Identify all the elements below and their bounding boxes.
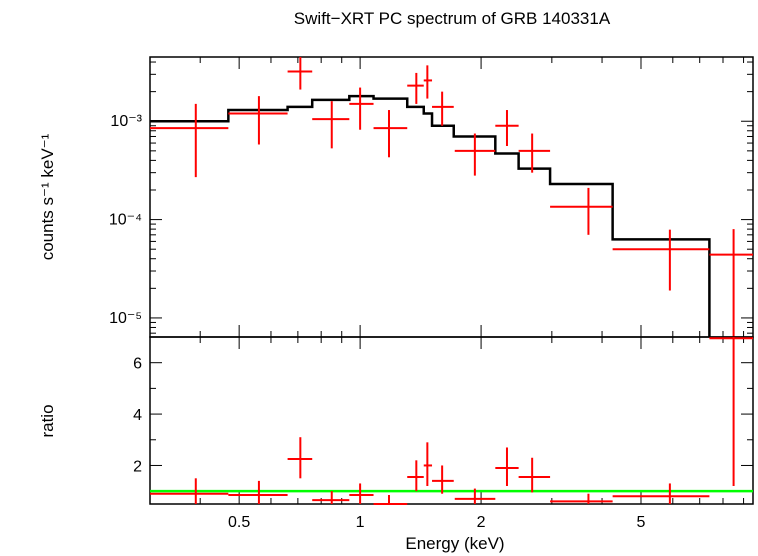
data-point (349, 483, 374, 504)
spectrum-axis-ticks (149, 57, 753, 337)
data-point (373, 110, 408, 158)
data-point (373, 495, 408, 505)
ratio-axis-ticks (149, 336, 753, 504)
data-point (312, 491, 350, 504)
x-tick-label: 5 (637, 514, 646, 531)
data-point (454, 488, 496, 504)
data-point (550, 187, 613, 235)
y-tick-label: 10⁻⁴ (109, 212, 142, 229)
data-point (423, 442, 433, 487)
x-tick-label: 2 (477, 514, 486, 531)
data-point (518, 133, 551, 173)
data-point (349, 87, 374, 130)
y-tick-label: 4 (133, 407, 142, 424)
data-point (612, 483, 710, 504)
ratio-data-points (150, 337, 753, 505)
data-point (495, 110, 519, 147)
data-point (432, 91, 454, 126)
spectrum-panel-frame (149, 56, 754, 338)
data-point (150, 478, 229, 504)
model-step-path (150, 94, 711, 337)
y-tick-label: 6 (133, 356, 142, 373)
ratio-tick-labels: 2 4 6 (133, 356, 142, 476)
data-point (228, 480, 288, 504)
x-tick-label: 0.5 (228, 514, 250, 531)
data-point (228, 96, 288, 145)
x-axis-label: Energy (keV) (405, 534, 504, 553)
data-point (312, 101, 350, 149)
ratio-y-axis-label: ratio (38, 404, 57, 437)
ratio-panel: 2 4 6 (133, 336, 754, 505)
data-point (287, 57, 313, 90)
ratio-panel-frame (149, 336, 754, 505)
data-point (612, 229, 710, 291)
data-point (454, 133, 496, 176)
energy-tick-labels: 0.5 1 2 5 (228, 514, 646, 531)
data-point (150, 103, 229, 178)
data-point (407, 460, 424, 492)
data-point (518, 457, 551, 493)
data-point (423, 65, 433, 99)
chart-title: Swift−XRT PC spectrum of GRB 140331A (294, 9, 611, 28)
y-tick-label: 10⁻⁵ (109, 310, 142, 327)
spectrum-y-axis-label: counts s⁻¹ keV⁻¹ (38, 133, 57, 260)
data-point (432, 465, 454, 494)
x-tick-label: 1 (356, 514, 365, 531)
model-step-line (150, 94, 711, 337)
data-point (709, 337, 753, 487)
data-point (550, 493, 613, 504)
data-point (495, 447, 519, 487)
data-point (407, 72, 424, 104)
data-point (287, 437, 313, 479)
y-tick-label: 10⁻³ (110, 113, 142, 130)
data-point (709, 229, 753, 337)
spectrum-tick-labels: 10⁻⁵ 10⁻⁴ 10⁻³ (109, 113, 143, 327)
spectrum-data-points (150, 57, 753, 337)
y-tick-label: 2 (133, 458, 142, 475)
spectrum-panel: 10⁻⁵ 10⁻⁴ 10⁻³ (109, 56, 754, 338)
